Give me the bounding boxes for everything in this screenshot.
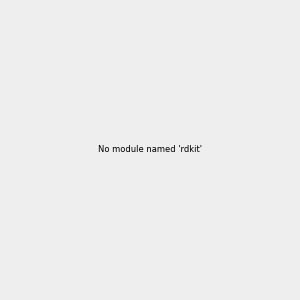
Text: No module named 'rdkit': No module named 'rdkit' [98, 146, 202, 154]
